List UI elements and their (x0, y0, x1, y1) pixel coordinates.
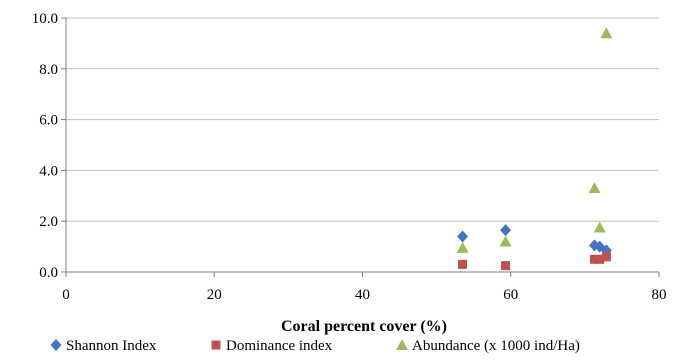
x-tick-label: 40 (355, 287, 370, 303)
square-point (501, 261, 511, 271)
square-point (590, 254, 600, 264)
gridlines (66, 17, 659, 222)
triangle-point (456, 241, 469, 253)
legend-label: Dominance index (226, 338, 333, 354)
diamond-point (457, 230, 469, 243)
y-tick-labels: 0.0 2.0 4.0 6.0 8.0 10.0 (32, 11, 58, 281)
triangle-point (588, 182, 601, 194)
y-tick-label: 2.0 (39, 214, 58, 230)
square-point (595, 254, 605, 264)
x-axis-title: Coral percent cover (%) (281, 318, 447, 335)
triangle-point (600, 27, 613, 39)
data-points (456, 27, 613, 271)
legend-label: Abundance (x 1000 ind/Ha) (412, 338, 580, 354)
square-point (458, 259, 468, 269)
x-tick-labels: 0 20 40 60 80 (62, 287, 666, 303)
y-tick-label: 4.0 (39, 163, 58, 179)
y-tick-label: 10.0 (32, 11, 58, 27)
x-tick-label: 0 (62, 287, 70, 303)
series-diamond (457, 224, 612, 257)
legend: Shannon Index Dominance index Abundance (x… (50, 338, 580, 354)
legend-triangle-icon (396, 339, 408, 350)
diamond-point (500, 224, 512, 237)
legend-label: Shannon Index (66, 338, 157, 354)
x-tick-label: 20 (207, 287, 222, 303)
legend-diamond-icon (50, 339, 62, 351)
series-triangle (456, 27, 613, 253)
x-tick-label: 80 (652, 287, 667, 303)
x-tick-label: 60 (503, 287, 518, 303)
y-tick-label: 6.0 (39, 113, 58, 129)
series-square (458, 252, 611, 271)
legend-square-icon (211, 340, 221, 350)
triangle-point (499, 235, 512, 247)
square-point (601, 252, 611, 262)
axes (61, 17, 660, 277)
y-tick-label: 0.0 (39, 265, 58, 281)
y-tick-label: 8.0 (39, 62, 58, 78)
triangle-point (593, 221, 606, 233)
